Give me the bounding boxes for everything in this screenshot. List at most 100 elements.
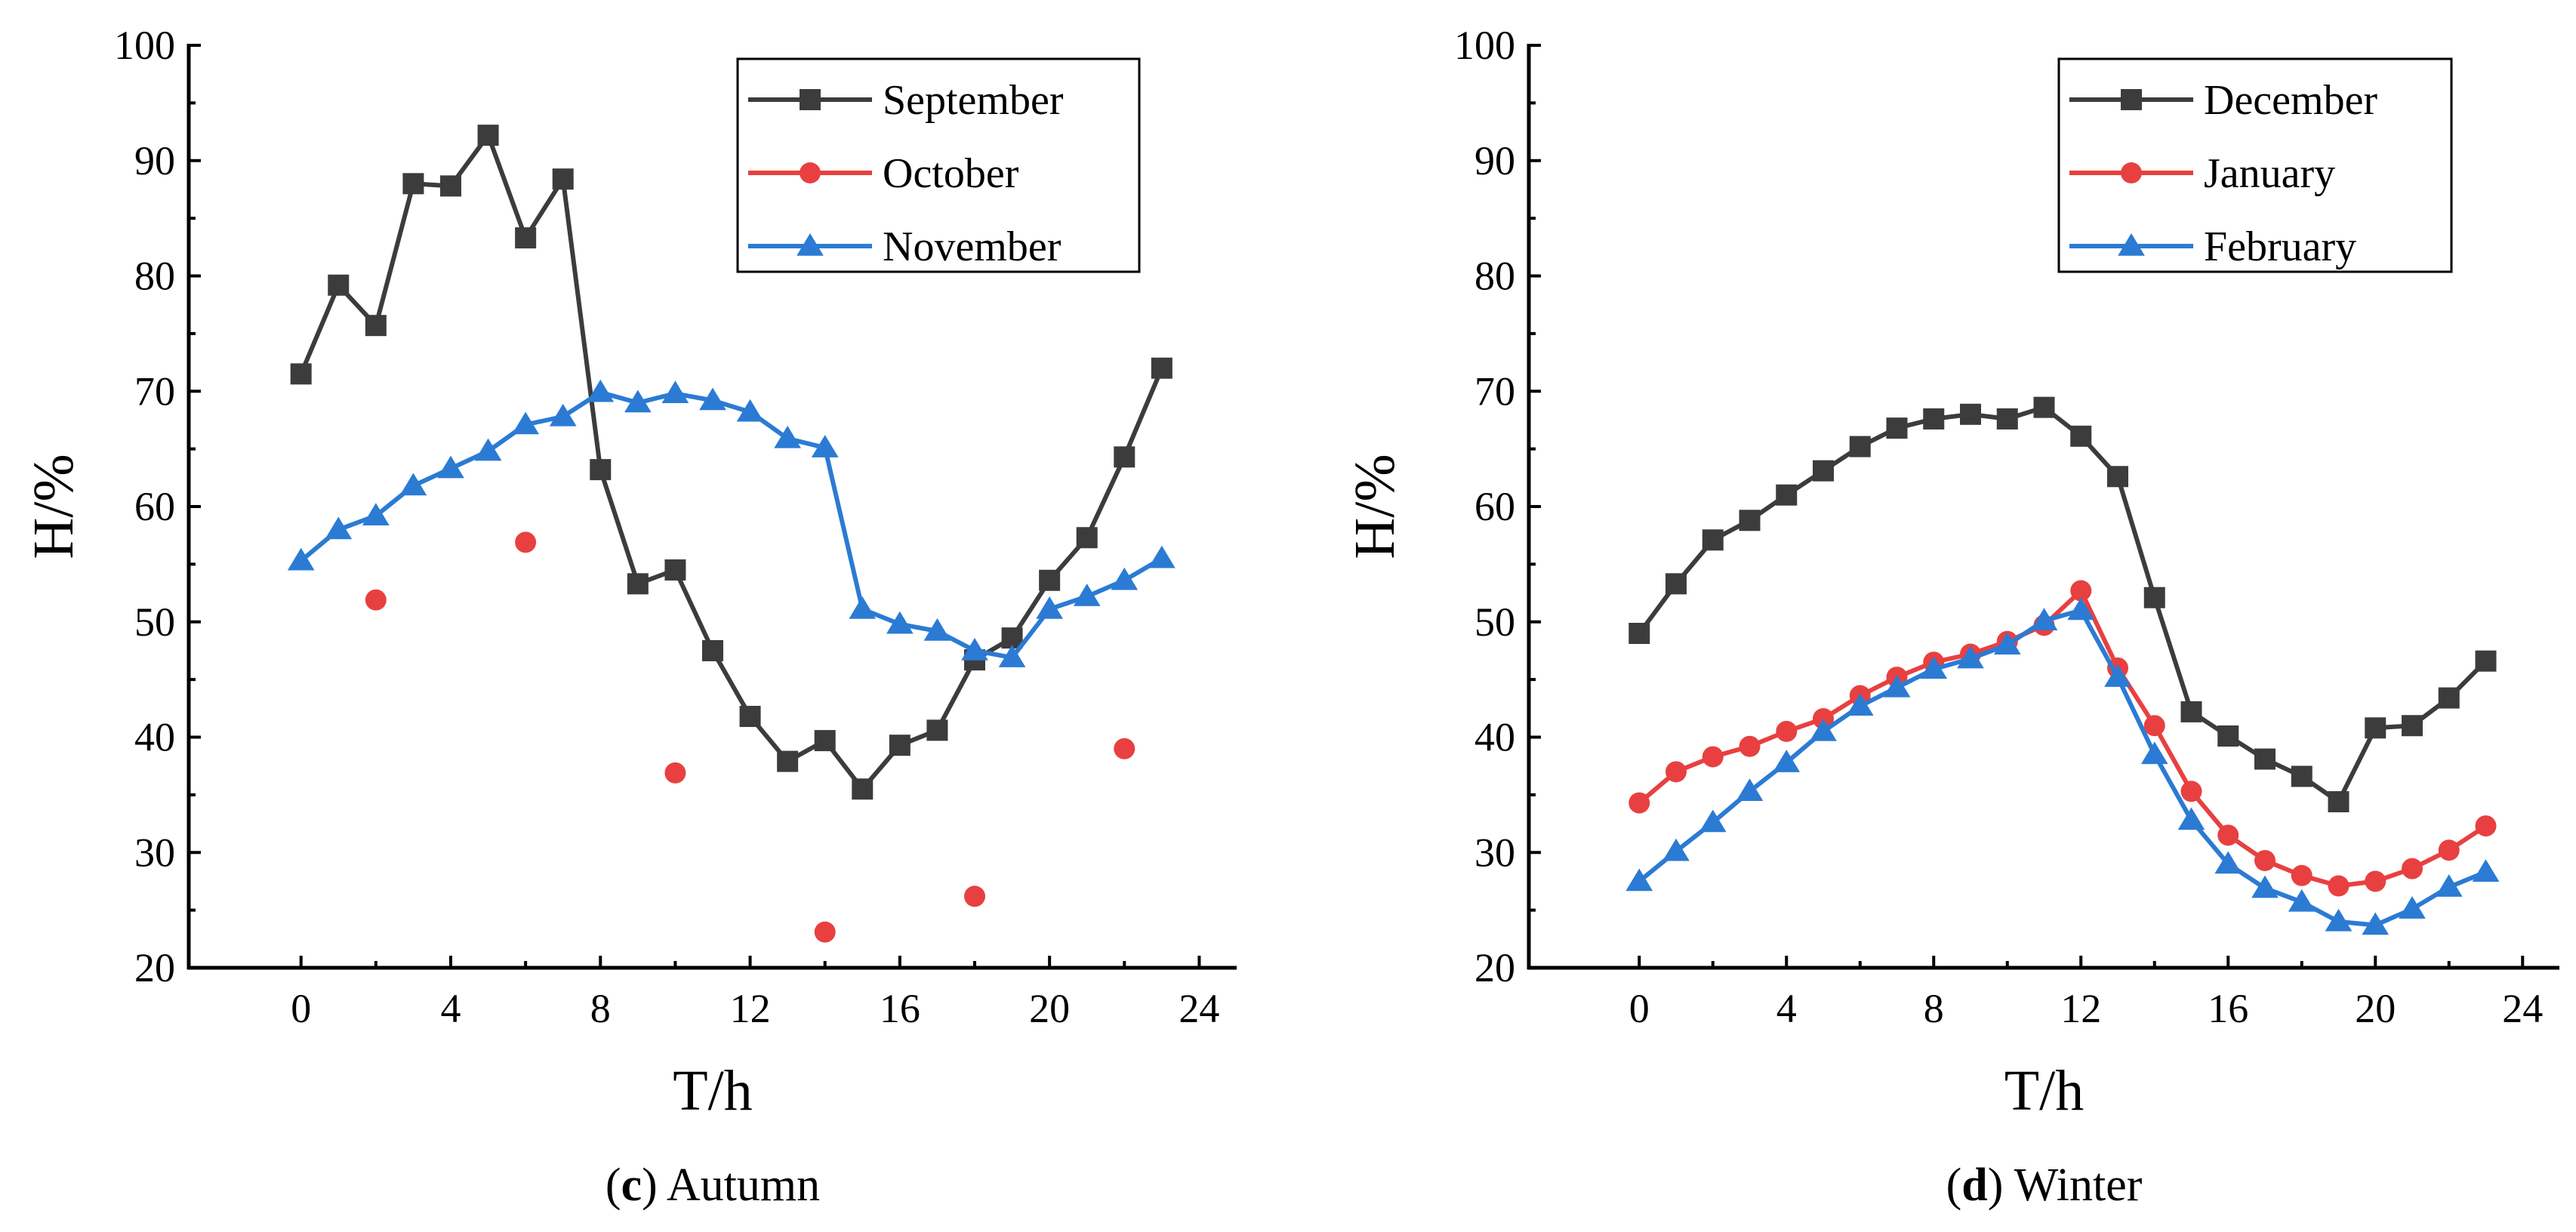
caption-paren-open: ( xyxy=(605,1160,621,1211)
y-tick-label: 40 xyxy=(1474,715,1515,760)
data-point-september xyxy=(440,175,461,197)
y-tick-label: 60 xyxy=(1474,484,1515,529)
caption-paren-close: ) xyxy=(642,1160,658,1211)
series-february xyxy=(1625,597,2500,935)
data-point-november xyxy=(474,438,502,461)
data-point-november xyxy=(1073,584,1101,606)
legend-marker-february xyxy=(2118,233,2145,256)
x-tick-label: 16 xyxy=(880,986,920,1031)
data-point-february xyxy=(2325,908,2353,932)
caption-paren-open: ( xyxy=(1946,1160,1962,1211)
y-tick-label: 30 xyxy=(134,830,175,875)
data-point-february xyxy=(1846,693,1874,716)
data-point-february xyxy=(1993,632,2021,655)
data-point-september xyxy=(627,573,649,595)
data-point-november xyxy=(998,645,1026,667)
y-axis-title: H/% xyxy=(22,454,85,559)
legend-label-january: January xyxy=(2204,150,2335,197)
legend: September October November xyxy=(736,57,1141,273)
data-point-september xyxy=(477,125,499,146)
x-tick-label: 20 xyxy=(2355,986,2396,1031)
data-point-december xyxy=(1960,403,1981,425)
data-point-november xyxy=(1036,596,1063,619)
x-tick-label: 12 xyxy=(730,986,771,1031)
x-tick-label: 16 xyxy=(2208,986,2248,1031)
data-point-december xyxy=(2402,715,2423,737)
x-tick-label: 4 xyxy=(441,986,461,1031)
data-point-november xyxy=(661,380,689,404)
data-point-september xyxy=(1114,446,1135,468)
data-point-december xyxy=(1923,408,1945,430)
data-point-january xyxy=(2217,824,2239,846)
legend-label-february: February xyxy=(2204,223,2356,270)
data-point-january xyxy=(2402,858,2423,879)
data-point-january xyxy=(1702,746,1724,768)
data-point-january xyxy=(1776,720,1798,742)
y-tick-label: 60 xyxy=(134,484,175,529)
data-point-february xyxy=(2399,896,2426,919)
data-point-december xyxy=(1702,529,1724,551)
legend-label-december: December xyxy=(2204,77,2377,124)
data-point-january xyxy=(2291,864,2313,886)
data-point-november xyxy=(624,390,652,413)
data-point-february xyxy=(1957,645,1984,669)
data-point-september xyxy=(1151,357,1172,379)
x-tick-label: 0 xyxy=(1629,986,1650,1031)
data-point-february xyxy=(1883,674,1911,698)
data-point-february xyxy=(2288,889,2316,912)
y-tick-label: 50 xyxy=(134,599,175,645)
data-point-october xyxy=(365,589,387,611)
data-point-february xyxy=(2104,664,2131,687)
x-tick-label: 24 xyxy=(2502,986,2543,1031)
legend-marker-october xyxy=(800,162,821,183)
data-point-february xyxy=(2214,851,2242,874)
data-point-february xyxy=(1810,718,1837,741)
data-point-september xyxy=(1076,527,1098,549)
data-point-january xyxy=(2254,849,2276,871)
caption-letter: c xyxy=(621,1160,642,1211)
data-point-september xyxy=(328,274,350,296)
data-point-february xyxy=(2067,597,2095,621)
data-point-december xyxy=(2070,425,2092,447)
data-point-december xyxy=(1776,484,1798,506)
data-point-october xyxy=(664,762,686,784)
data-point-january xyxy=(2143,715,2165,737)
x-tick-label: 24 xyxy=(1179,986,1219,1031)
data-point-february xyxy=(2362,912,2390,935)
data-point-september xyxy=(1039,569,1061,591)
data-point-february xyxy=(2472,859,2500,882)
y-tick-label: 90 xyxy=(1474,138,1515,183)
data-point-december xyxy=(1886,417,1908,439)
caption-text: Autumn xyxy=(658,1160,820,1211)
data-point-november xyxy=(362,503,390,525)
data-point-december xyxy=(2180,701,2202,722)
x-axis-title: T/h xyxy=(673,1059,753,1123)
data-point-december xyxy=(2143,587,2165,608)
data-point-november xyxy=(1111,567,1139,590)
caption-letter: d xyxy=(1961,1160,1987,1211)
data-point-september xyxy=(926,719,948,741)
y-tick-label: 80 xyxy=(1474,254,1515,299)
data-point-february xyxy=(1625,868,1653,892)
data-point-november xyxy=(549,403,577,427)
x-tick-label: 20 xyxy=(1029,986,1070,1031)
data-point-november xyxy=(811,435,839,457)
legend-marker-november xyxy=(797,233,824,256)
data-point-september xyxy=(852,778,874,800)
x-tick-label: 4 xyxy=(1776,986,1797,1031)
y-tick-label: 20 xyxy=(134,945,175,990)
data-point-february xyxy=(2140,741,2168,765)
data-point-october xyxy=(964,886,985,907)
data-point-february xyxy=(1662,838,1690,861)
series-november xyxy=(287,379,1176,667)
x-tick-label: 8 xyxy=(1924,986,1944,1031)
data-point-september xyxy=(290,363,312,385)
data-point-november xyxy=(1148,545,1176,568)
data-point-february xyxy=(2177,807,2205,830)
data-point-february xyxy=(2251,875,2279,898)
data-point-september xyxy=(552,168,574,190)
data-point-january xyxy=(2475,815,2497,837)
data-point-november xyxy=(587,379,615,402)
series-september xyxy=(290,125,1172,800)
